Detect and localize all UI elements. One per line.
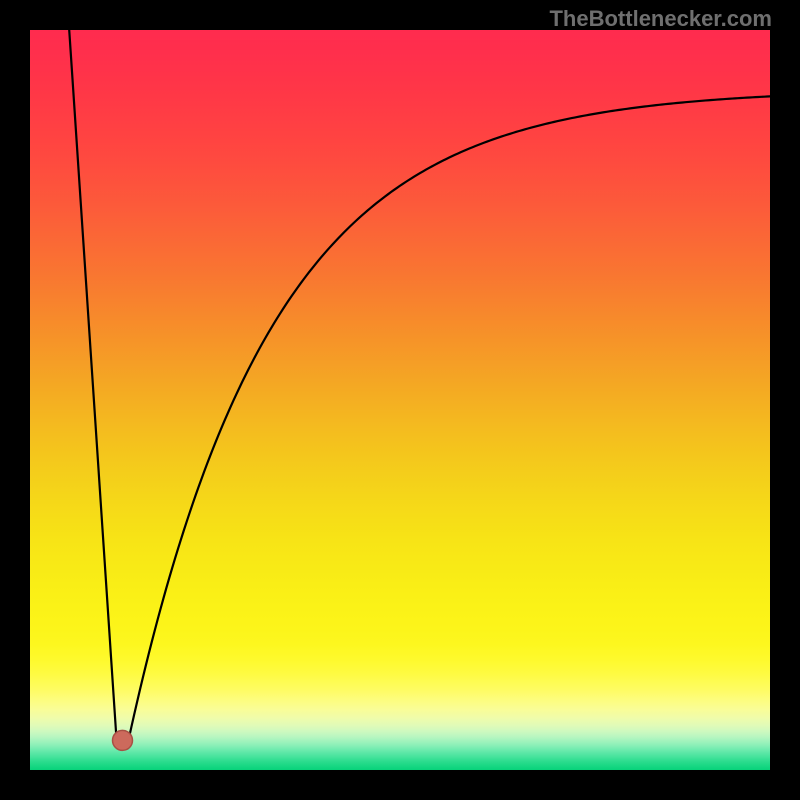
bottleneck-gradient-chart: [0, 0, 800, 800]
watermark-label: TheBottlenecker.com: [549, 6, 772, 32]
plot-background: [30, 30, 770, 770]
optimal-point-marker: [113, 730, 133, 750]
